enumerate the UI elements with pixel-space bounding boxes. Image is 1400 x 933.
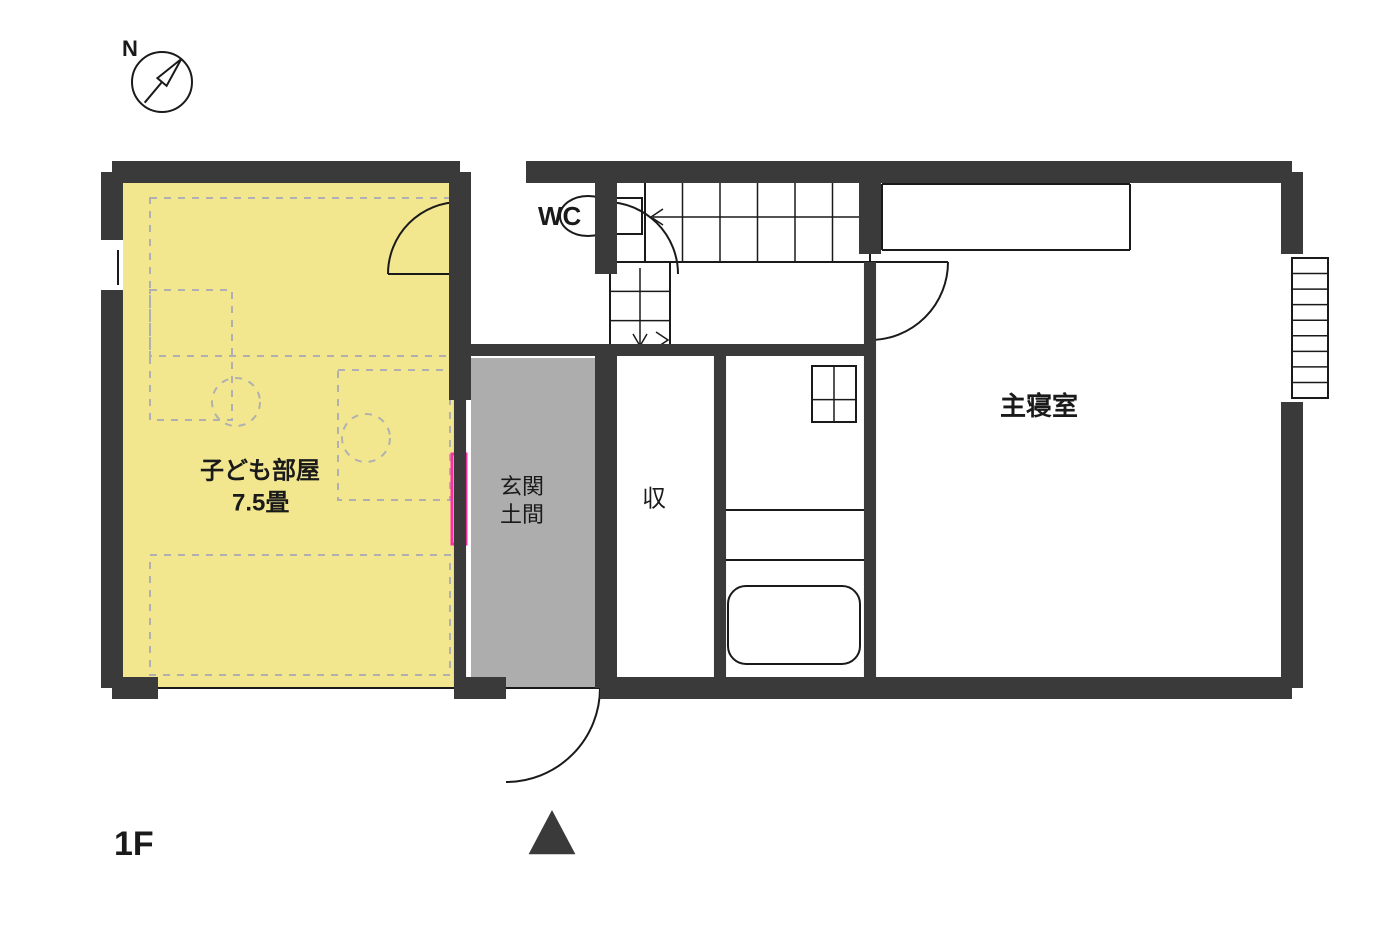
label-north: N (122, 36, 138, 61)
label-wc: WC (538, 201, 582, 231)
floorplan-stage: WC 子ども部屋 7.5畳 玄関土間 収 主寝室 1F N (0, 0, 1400, 933)
label-kids1: 子ども部屋 (200, 456, 320, 484)
label-genkan1: 玄関 (500, 474, 544, 499)
floorplan-svg: WC 子ども部屋 7.5畳 玄関土間 収 主寝室 1F N (0, 0, 1400, 933)
label-floor: 1F (114, 825, 154, 863)
label-bedroom: 主寝室 (1000, 391, 1078, 421)
label-storage: 収 (642, 485, 666, 512)
label-genkan2: 土間 (500, 502, 544, 527)
label-kids2: 7.5畳 (232, 489, 289, 516)
kids-room-fill (123, 183, 460, 688)
